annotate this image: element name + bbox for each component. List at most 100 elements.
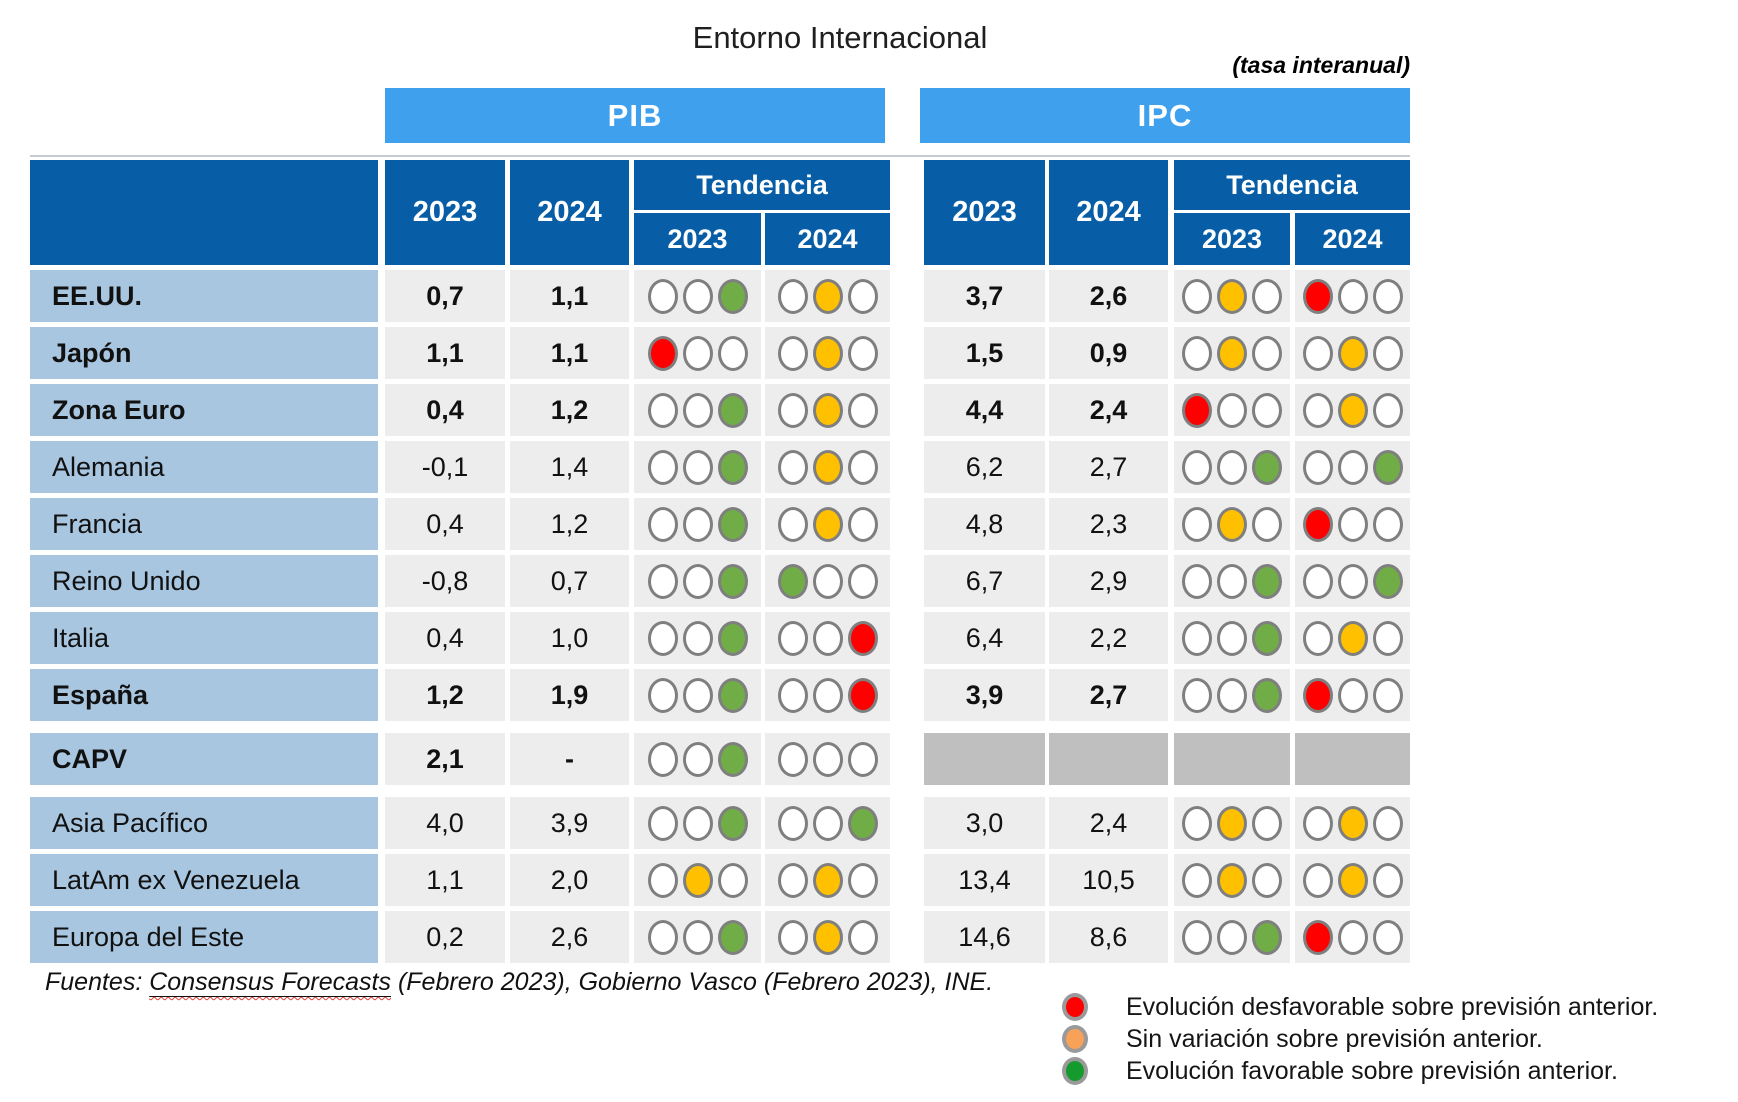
sources-suffix: (Febrero 2023), Gobierno Vasco (Febrero … xyxy=(391,968,994,996)
trend-dot-red xyxy=(847,677,878,713)
header-ipc-tendencia-2023: 2023 xyxy=(1174,213,1290,265)
trend-dot-empty xyxy=(1302,335,1333,371)
ipc-2023-value: 3,0 xyxy=(924,797,1045,849)
trend-dot-empty xyxy=(1182,278,1212,314)
trend-dot-empty xyxy=(682,620,713,656)
trend-dot-green xyxy=(717,677,748,713)
trend-cell xyxy=(634,911,761,963)
trend-dot-green xyxy=(717,805,748,841)
row-label: Europa del Este xyxy=(30,911,378,963)
trend-cell xyxy=(1174,797,1290,849)
trend-cell xyxy=(634,669,761,721)
trend-dot-empty xyxy=(682,677,713,713)
ipc-2023-value: 4,8 xyxy=(924,498,1045,550)
trend-dot-empty xyxy=(1182,563,1212,599)
trend-cell xyxy=(1174,327,1290,379)
group-header-pib: PIB xyxy=(385,88,885,143)
pib-2023-value: 0,4 xyxy=(385,612,505,664)
trend-dot-empty xyxy=(647,805,678,841)
trend-cell xyxy=(634,612,761,664)
trend-dot-empty xyxy=(812,805,843,841)
trend-dot-empty xyxy=(777,919,808,955)
ipc-no-data-cell xyxy=(1295,733,1410,785)
trend-dot-empty xyxy=(1302,392,1333,428)
trend-cell xyxy=(634,797,761,849)
trend-dot-orange xyxy=(1217,335,1247,371)
trend-cell xyxy=(1295,911,1410,963)
trend-dot-empty xyxy=(647,677,678,713)
trend-dot-empty xyxy=(1182,335,1212,371)
trend-dot-empty xyxy=(847,919,878,955)
trend-dot-empty xyxy=(1372,506,1403,542)
trend-dot-green xyxy=(717,506,748,542)
ipc-2023-value: 3,9 xyxy=(924,669,1045,721)
ipc-2023-value: 6,4 xyxy=(924,612,1045,664)
trend-cell xyxy=(1174,270,1290,322)
trend-cell xyxy=(1295,327,1410,379)
trend-dot-empty xyxy=(1372,620,1403,656)
trend-dot-orange xyxy=(1337,335,1368,371)
trend-cell xyxy=(634,498,761,550)
pib-2023-value: 4,0 xyxy=(385,797,505,849)
ipc-2023-value: 1,5 xyxy=(924,327,1045,379)
trend-cell xyxy=(765,612,890,664)
pib-2023-value: 0,4 xyxy=(385,498,505,550)
pib-2024-value: 1,0 xyxy=(510,612,629,664)
pib-2023-value: -0,8 xyxy=(385,555,505,607)
trend-dot-empty xyxy=(1302,449,1333,485)
legend-label: Evolución favorable sobre previsión ante… xyxy=(1126,1056,1618,1085)
trend-dot-green xyxy=(1252,919,1282,955)
trend-dot-empty xyxy=(777,741,808,777)
trend-cell xyxy=(1174,498,1290,550)
pib-2024-value: 1,1 xyxy=(510,327,629,379)
trend-dot-empty xyxy=(1252,278,1282,314)
trend-cell xyxy=(765,911,890,963)
row-label: Alemania xyxy=(30,441,378,493)
trend-dot-empty xyxy=(647,278,678,314)
header-pib-2023: 2023 xyxy=(385,160,505,265)
header-ipc-tendencia: Tendencia xyxy=(1174,160,1410,210)
trend-cell xyxy=(765,854,890,906)
trend-dot-orange xyxy=(812,278,843,314)
trend-dot-empty xyxy=(1252,506,1282,542)
table-row: Reino Unido -0,8 0,7 6,7 2,9 xyxy=(30,555,1410,607)
trend-dot-orange xyxy=(1217,506,1247,542)
trend-dot-empty xyxy=(1252,392,1282,428)
trend-dot-empty xyxy=(847,449,878,485)
trend-dot-orange xyxy=(812,392,843,428)
trend-dot-orange xyxy=(1337,805,1368,841)
table-row: Asia Pacífico 4,0 3,9 3,0 2,4 xyxy=(30,797,1410,849)
trend-dot-orange xyxy=(1217,862,1247,898)
ipc-no-data-cell xyxy=(924,733,1045,785)
trend-dot-empty xyxy=(777,506,808,542)
trend-dot-red xyxy=(1182,392,1212,428)
trend-cell xyxy=(1174,669,1290,721)
trend-dot-empty xyxy=(1337,677,1368,713)
trend-dot-empty xyxy=(1217,620,1247,656)
trend-dot-empty xyxy=(777,335,808,371)
ipc-2024-value: 2,2 xyxy=(1049,612,1168,664)
trend-legend: Evolución desfavorable sobre previsión a… xyxy=(1062,993,1658,1090)
table-top-border xyxy=(30,155,1410,157)
trend-cell xyxy=(765,441,890,493)
trend-dot-empty xyxy=(1182,677,1212,713)
trend-dot-green xyxy=(717,278,748,314)
ipc-no-data-cell xyxy=(1049,733,1168,785)
trend-dot-empty xyxy=(1252,805,1282,841)
trend-cell xyxy=(765,733,890,785)
table-row: Japón 1,1 1,1 1,5 0,9 xyxy=(30,327,1410,379)
trend-dot-orange xyxy=(1337,620,1368,656)
trend-dot-empty xyxy=(1182,805,1212,841)
trend-dot-empty xyxy=(682,805,713,841)
row-label: EE.UU. xyxy=(30,270,378,322)
trend-dot-red xyxy=(1302,919,1333,955)
sources-note: Fuentes: Consensus Forecasts (Febrero 20… xyxy=(45,968,993,997)
trend-dot-orange xyxy=(812,449,843,485)
ipc-2024-value: 10,5 xyxy=(1049,854,1168,906)
table-header-row: 2023 2024 Tendencia 2023 2024 2023 2024 … xyxy=(30,160,1410,265)
trend-dot-empty xyxy=(777,620,808,656)
header-ipc-2024: 2024 xyxy=(1049,160,1168,265)
trend-dot-empty xyxy=(682,919,713,955)
trend-cell xyxy=(765,270,890,322)
trend-dot-empty xyxy=(1302,862,1333,898)
